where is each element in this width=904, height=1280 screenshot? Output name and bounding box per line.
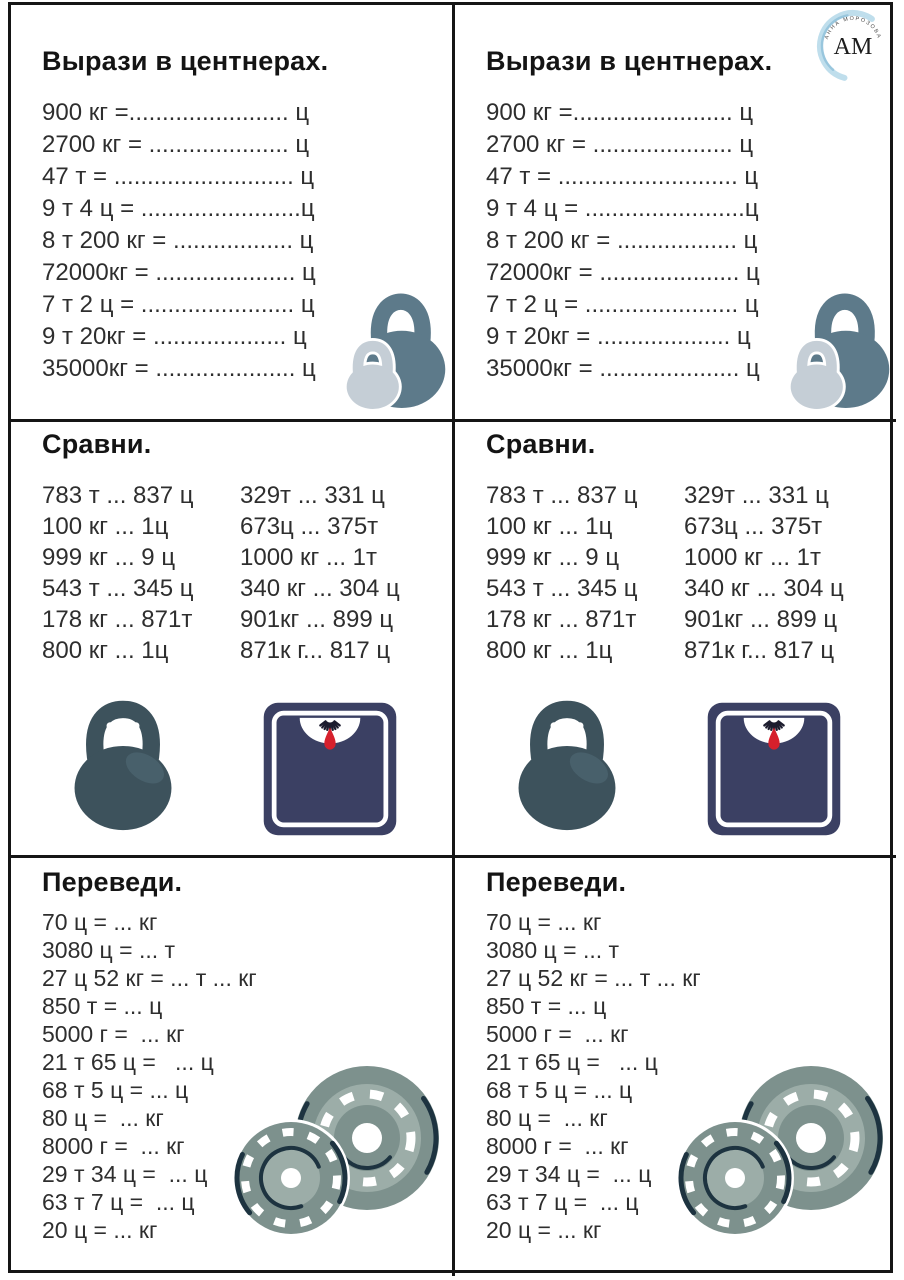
express-line: 7 т 2 ц = ....................... ц bbox=[42, 291, 315, 318]
express-line: 35000кг = ..................... ц bbox=[42, 355, 316, 382]
convert-line: 850 т = ... ц bbox=[486, 993, 607, 1019]
compare-line: 901кг ... 899 ц bbox=[684, 606, 838, 633]
compare-line: 871к г... 817 ц bbox=[684, 637, 835, 664]
kettlebell-pair-icon bbox=[337, 290, 453, 412]
compare-lines-col1: 783 т ... 837 ц 100 кг ... 1ц 999 кг ... 9… bbox=[42, 480, 194, 666]
logo-initials: AM bbox=[834, 34, 873, 60]
convert-section-title: Переведи. bbox=[486, 867, 627, 897]
compare-line: 543 т ... 345 ц bbox=[486, 575, 638, 602]
worksheet-column-right: AM АННА МОРОЗОВА Вырази в центнерах. 900… bbox=[455, 0, 896, 1280]
compare-line: 673ц ... 375т bbox=[684, 513, 823, 540]
compare-line: 901кг ... 899 ц bbox=[240, 606, 394, 633]
convert-line: 68 т 5 ц = ... ц bbox=[42, 1077, 189, 1103]
compare-line: 329т ... 331 ц bbox=[684, 482, 829, 509]
compare-line: 543 т ... 345 ц bbox=[42, 575, 194, 602]
compare-line: 1000 кг ... 1т bbox=[240, 544, 377, 571]
compare-lines-col2: 329т ... 331 ц 673ц ... 375т 1000 кг ... 1… bbox=[684, 480, 844, 666]
compare-line: 999 кг ... 9 ц bbox=[486, 544, 620, 571]
compare-line: 783 т ... 837 ц bbox=[486, 482, 638, 509]
convert-line: 8000 г = ... кг bbox=[42, 1133, 185, 1159]
convert-line: 27 ц 52 кг = ... т ... кг bbox=[486, 965, 701, 991]
compare-lines-col1: 783 т ... 837 ц 100 кг ... 1ц 999 кг ... 9… bbox=[486, 480, 638, 666]
compare-line: 178 кг ... 871т bbox=[42, 606, 193, 633]
express-line: 8 т 200 кг = .................. ц bbox=[42, 227, 314, 254]
compare-section-title: Сравни. bbox=[486, 429, 596, 459]
compare-line: 800 кг ... 1ц bbox=[42, 637, 169, 664]
convert-section-title: Переведи. bbox=[42, 867, 183, 897]
convert-line: 20 ц = ... кг bbox=[42, 1217, 158, 1243]
convert-line: 20 ц = ... кг bbox=[486, 1217, 602, 1243]
convert-line: 29 т 34 ц = ... ц bbox=[42, 1161, 208, 1187]
convert-line: 21 т 65 ц = ... ц bbox=[42, 1049, 214, 1075]
convert-lines: 70 ц = ... кг 3080 ц = ... т 27 ц 52 кг = … bbox=[42, 908, 257, 1244]
express-line: 72000кг = ..................... ц bbox=[486, 259, 760, 286]
express-section-title: Вырази в центнерах. bbox=[42, 46, 329, 76]
convert-line: 70 ц = ... кг bbox=[42, 909, 158, 935]
convert-line: 80 ц = ... кг bbox=[486, 1105, 608, 1131]
compare-line: 783 т ... 837 ц bbox=[42, 482, 194, 509]
convert-line: 63 т 7 ц = ... ц bbox=[486, 1189, 639, 1215]
convert-line: 29 т 34 ц = ... ц bbox=[486, 1161, 652, 1187]
compare-line: 1000 кг ... 1т bbox=[684, 544, 821, 571]
brand-logo: AM АННА МОРОЗОВА bbox=[815, 8, 891, 84]
express-lines: 900 кг =........................ ц 2700 к… bbox=[486, 97, 760, 385]
compare-lines-col2: 329т ... 331 ц 673ц ... 375т 1000 кг ... 1… bbox=[240, 480, 400, 666]
convert-line: 70 ц = ... кг bbox=[486, 909, 602, 935]
convert-line: 5000 г = ... кг bbox=[42, 1021, 185, 1047]
kettlebell-pair-icon bbox=[781, 290, 897, 412]
kettlebell-icon bbox=[59, 694, 187, 840]
express-line: 900 кг =........................ ц bbox=[42, 99, 310, 126]
convert-line: 8000 г = ... кг bbox=[486, 1133, 629, 1159]
compare-line: 100 кг ... 1ц bbox=[42, 513, 169, 540]
convert-line: 5000 г = ... кг bbox=[486, 1021, 629, 1047]
compare-line: 800 кг ... 1ц bbox=[486, 637, 613, 664]
express-line: 2700 кг = ..................... ц bbox=[486, 131, 754, 158]
convert-line: 3080 ц = ... т bbox=[486, 937, 620, 963]
compare-line: 178 кг ... 871т bbox=[486, 606, 637, 633]
convert-line: 80 ц = ... кг bbox=[42, 1105, 164, 1131]
weighing-scale-icon bbox=[259, 698, 401, 840]
compare-line: 329т ... 331 ц bbox=[240, 482, 385, 509]
convert-line: 63 т 7 ц = ... ц bbox=[42, 1189, 195, 1215]
express-line: 8 т 200 кг = .................. ц bbox=[486, 227, 758, 254]
compare-line: 340 кг ... 304 ц bbox=[684, 575, 844, 602]
express-line: 9 т 20кг = .................... ц bbox=[42, 323, 307, 350]
express-line: 72000кг = ..................... ц bbox=[42, 259, 316, 286]
express-lines: 900 кг =........................ ц 2700 к… bbox=[42, 97, 316, 385]
convert-lines: 70 ц = ... кг 3080 ц = ... т 27 ц 52 кг = … bbox=[486, 908, 701, 1244]
convert-line: 3080 ц = ... т bbox=[42, 937, 176, 963]
convert-line: 27 ц 52 кг = ... т ... кг bbox=[42, 965, 257, 991]
convert-line: 21 т 65 ц = ... ц bbox=[486, 1049, 658, 1075]
express-line: 9 т 4 ц = ........................ц bbox=[486, 195, 759, 222]
convert-line: 850 т = ... ц bbox=[42, 993, 163, 1019]
express-line: 900 кг =........................ ц bbox=[486, 99, 754, 126]
convert-line: 68 т 5 ц = ... ц bbox=[486, 1077, 633, 1103]
kettlebell-icon bbox=[503, 694, 631, 840]
compare-line: 340 кг ... 304 ц bbox=[240, 575, 400, 602]
compare-line: 999 кг ... 9 ц bbox=[42, 544, 176, 571]
express-line: 9 т 20кг = .................... ц bbox=[486, 323, 751, 350]
weight-plates-icon bbox=[233, 1054, 445, 1240]
express-line: 47 т = ........................... ц bbox=[42, 163, 315, 190]
express-line: 47 т = ........................... ц bbox=[486, 163, 759, 190]
compare-line: 100 кг ... 1ц bbox=[486, 513, 613, 540]
express-line: 7 т 2 ц = ....................... ц bbox=[486, 291, 759, 318]
worksheet-column-left: Вырази в центнерах. 900 кг =............… bbox=[11, 0, 452, 1280]
column-divider bbox=[452, 2, 455, 1276]
express-section-title: Вырази в центнерах. bbox=[486, 46, 773, 76]
express-line: 35000кг = ..................... ц bbox=[486, 355, 760, 382]
weight-plates-icon bbox=[677, 1054, 889, 1240]
compare-section-title: Сравни. bbox=[42, 429, 152, 459]
express-line: 2700 кг = ..................... ц bbox=[42, 131, 310, 158]
page-border bbox=[8, 2, 893, 1273]
weighing-scale-icon bbox=[703, 698, 845, 840]
compare-line: 673ц ... 375т bbox=[240, 513, 379, 540]
compare-line: 871к г... 817 ц bbox=[240, 637, 391, 664]
express-line: 9 т 4 ц = ........................ц bbox=[42, 195, 315, 222]
